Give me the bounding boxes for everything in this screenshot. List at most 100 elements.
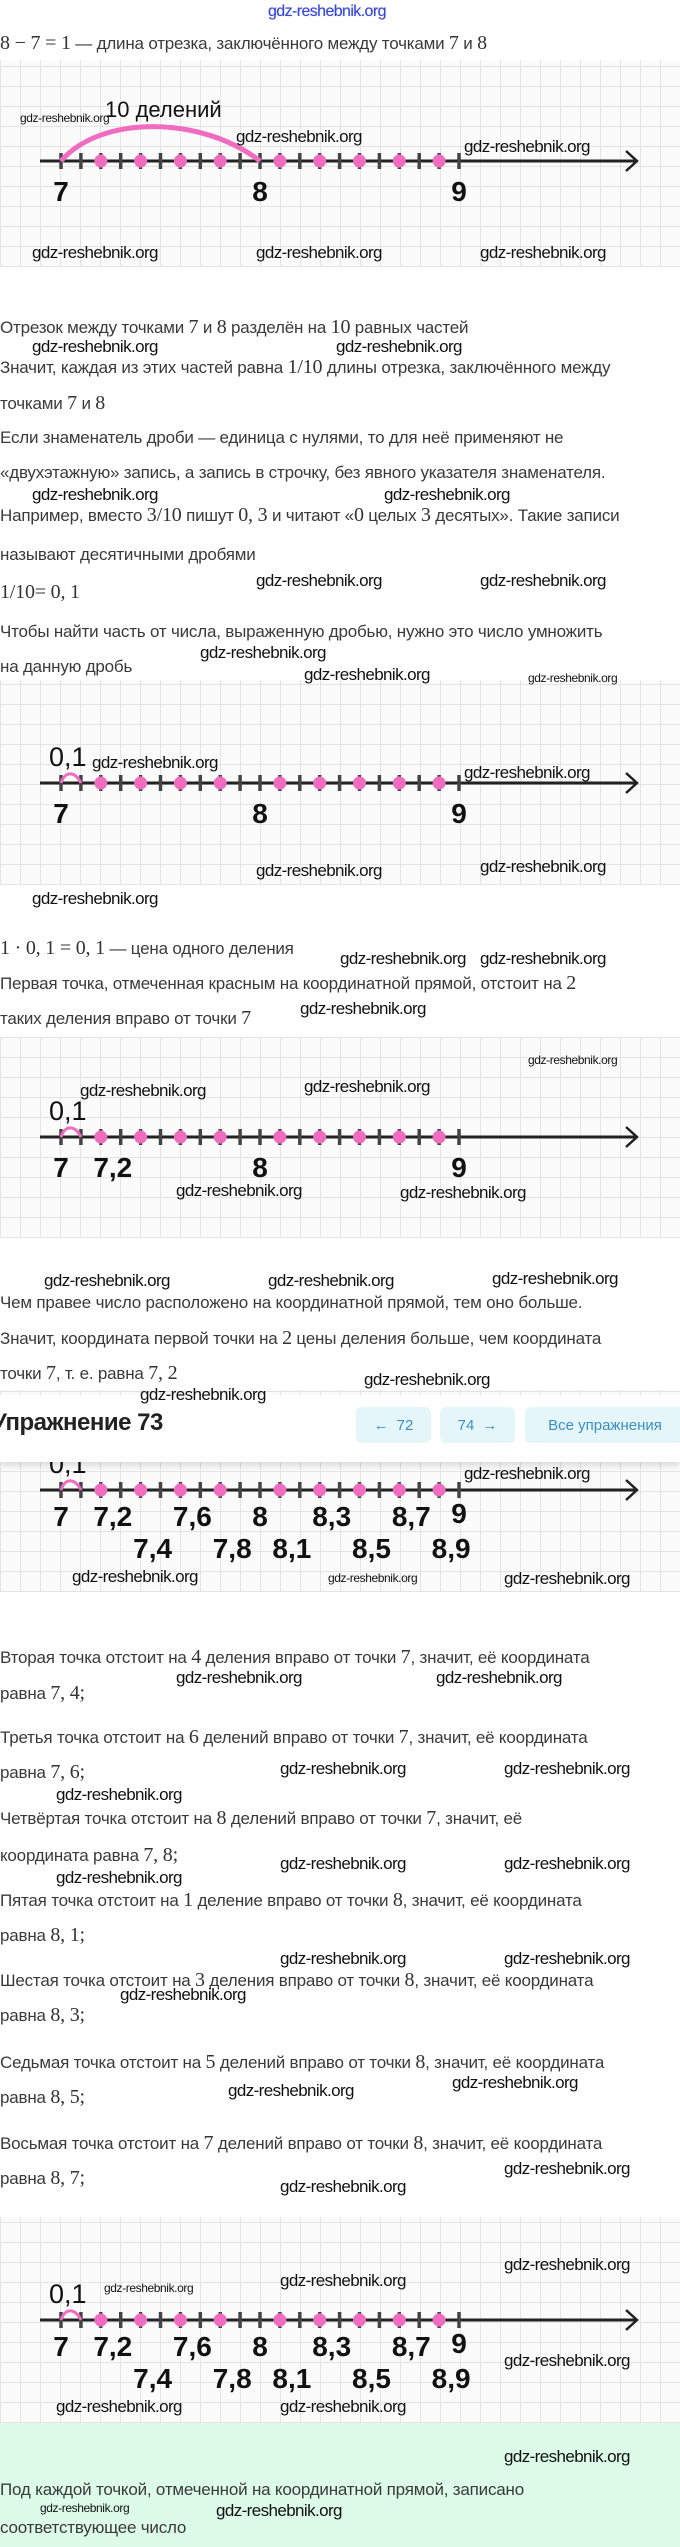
point-marker	[392, 2313, 406, 2327]
text-segment: целых	[363, 506, 421, 525]
math-expression: 8	[216, 316, 227, 338]
watermark: gdz-reshebnik.org	[176, 1668, 302, 1687]
next-exercise-button[interactable]: 74 →	[440, 1407, 515, 1443]
arrow-icon	[625, 150, 639, 172]
text-segment: пишут	[181, 506, 239, 525]
text-segment: , значит, её	[436, 1809, 522, 1828]
paragraph-line: Если знаменатель дроби — единица с нулям…	[0, 427, 564, 449]
tick-label: 8,7	[392, 1501, 431, 1532]
number-line: 0,17 7,27,47,67,888,18,38,58,78,99	[40, 2279, 639, 2394]
watermark: gdz-reshebnik.org	[80, 1081, 206, 1100]
note-line: соответствующее число	[0, 2518, 187, 2537]
text-segment: Седьмая точка отстоит на	[0, 2053, 206, 2072]
point-marker	[273, 776, 287, 790]
watermark: gdz-reshebnik.org	[504, 2255, 630, 2274]
tick-label: 8	[252, 176, 268, 207]
text-segment: равных частей	[350, 318, 469, 337]
point-marker	[94, 154, 108, 168]
point-marker	[94, 2313, 108, 2327]
math-expression: 2	[566, 972, 577, 994]
text-segment: Вторая точка отстоит на	[0, 1648, 192, 1667]
tick-label: 8,5	[352, 1533, 391, 1564]
math-expression: 8	[477, 32, 487, 54]
watermark: gdz-reshebnik.org	[32, 889, 158, 908]
text-segment: — длина отрезка, заключённого между точк…	[70, 34, 449, 53]
paragraph-line: Восьмая точка отстоит на 7 делений вправ…	[0, 2132, 602, 2155]
arrow-icon	[625, 1479, 639, 1501]
watermark: gdz-reshebnik.org	[328, 1571, 418, 1585]
text-segment: делений вправо от точки	[213, 2134, 414, 2153]
math-expression: 7	[67, 392, 77, 414]
watermark: gdz-reshebnik.org	[504, 2447, 630, 2466]
point-marker	[392, 1483, 406, 1497]
division-arc	[59, 124, 262, 163]
point-marker	[313, 1483, 327, 1497]
watermark: gdz-reshebnik.org	[44, 1271, 170, 1290]
text-segment: и	[76, 394, 96, 413]
math-expression: 7	[241, 1007, 251, 1029]
text-segment: Третья точка отстоит на	[0, 1728, 189, 1747]
math-expression: 7	[400, 1646, 411, 1668]
text-segment: Чем правее число расположено на координа…	[0, 1293, 583, 1312]
paragraph-line: 8 − 7 = 1 — длина отрезка, заключённого …	[0, 32, 487, 55]
division-arc	[59, 1126, 83, 1138]
text-segment: делений вправо от точки	[198, 1728, 399, 1747]
point-marker	[432, 1483, 446, 1497]
watermark: gdz-reshebnik.org	[280, 2177, 406, 2196]
tick-label: 7	[53, 1501, 69, 1532]
math-expression: 8	[404, 1969, 415, 1991]
arc-label: 0,1	[49, 742, 87, 772]
text-segment: равна	[0, 1684, 51, 1703]
number-line: 0,17 7,27,47,67,888,18,38,58,78,99	[40, 1449, 639, 1564]
point-marker	[353, 776, 366, 790]
all-exercises-button[interactable]: Все упражнения	[525, 1407, 680, 1443]
tick-label: 7,8	[213, 1533, 252, 1564]
point-marker	[173, 776, 187, 790]
division-arc	[59, 2309, 83, 2321]
math-expression: 3	[195, 1969, 205, 1991]
math-expression: 7	[448, 32, 459, 54]
point-marker	[213, 776, 227, 790]
tick-label: 7,4	[133, 1533, 172, 1564]
prev-exercise-button[interactable]: ← 72	[356, 1407, 431, 1443]
math-expression: 8	[95, 392, 106, 414]
watermark: gdz-reshebnik.org	[268, 1271, 394, 1290]
watermark: gdz-reshebnik.org	[436, 1668, 562, 1687]
paragraph-line: Седьмая точка отстоит на 5 делений вправ…	[0, 2051, 604, 2074]
point-marker	[173, 2313, 187, 2327]
arrow-icon	[625, 1126, 639, 1148]
text-segment: называют десятичными дробями	[0, 545, 256, 564]
math-expression: 7, 4;	[50, 1682, 85, 1704]
next-exercise-label: 74	[457, 1416, 475, 1434]
division-arc	[59, 772, 83, 784]
watermark: gdz-reshebnik.org	[280, 2271, 406, 2290]
point-marker	[213, 1483, 227, 1497]
text-segment: на данную дробь	[0, 657, 133, 676]
arc-label: 0,1	[49, 2279, 87, 2309]
number-line-figure: 0,1 7 7,2 8 9	[0, 1037, 680, 1238]
point-marker	[273, 154, 287, 168]
paragraph-line: Пятая точка отстоит на 1 деление вправо …	[0, 1889, 582, 1912]
math-expression: 1 · 0, 1 = 0, 1	[0, 937, 105, 959]
watermark[interactable]: gdz-reshebnik.org	[268, 3, 386, 20]
tick-label: 7,8	[213, 2363, 252, 2394]
paragraph-line: Вторая точка отстоит на 4 деления вправо…	[0, 1646, 590, 1669]
watermark: gdz-reshebnik.org	[364, 1370, 490, 1389]
watermark: gdz-reshebnik.org	[504, 2351, 630, 2370]
tick-label: 8	[252, 2331, 268, 2362]
text-segment: равна	[0, 1926, 51, 1945]
paragraph-line: равна 8, 7;	[0, 2167, 85, 2190]
watermark: gdz-reshebnik.org	[480, 949, 606, 968]
tick-label: 7,2	[93, 2331, 132, 2362]
number-line: 0,1 7 7,2 8 9	[40, 1096, 639, 1183]
text-segment: равна	[0, 2169, 51, 2188]
watermark: gdz-reshebnik.org	[464, 137, 590, 156]
watermark: gdz-reshebnik.org	[104, 2281, 194, 2295]
text-segment: , значит, её координата	[410, 1648, 590, 1667]
watermark: gdz-reshebnik.org	[140, 1385, 266, 1404]
watermark: gdz-reshebnik.org	[336, 337, 462, 356]
tick-label: 7,2	[93, 1152, 132, 1183]
point-marker	[213, 1130, 227, 1144]
math-expression: 0	[353, 504, 364, 526]
paragraph-line: Отрезок между точками 7 и 8 разделён на …	[0, 316, 469, 339]
